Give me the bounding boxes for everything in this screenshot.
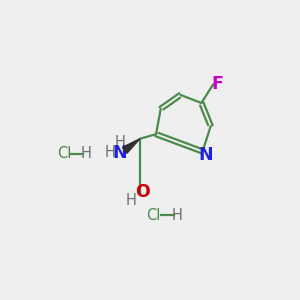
Text: Cl: Cl: [147, 208, 161, 223]
Polygon shape: [122, 139, 140, 153]
Text: O: O: [135, 183, 149, 201]
Text: H: H: [104, 145, 115, 160]
Text: H: H: [81, 146, 92, 161]
Text: Cl: Cl: [57, 146, 71, 161]
Text: N: N: [113, 144, 128, 162]
Text: N: N: [199, 146, 213, 164]
Text: H: H: [115, 135, 125, 150]
Text: H: H: [125, 193, 136, 208]
Text: H: H: [172, 208, 182, 223]
Text: F: F: [211, 75, 223, 93]
